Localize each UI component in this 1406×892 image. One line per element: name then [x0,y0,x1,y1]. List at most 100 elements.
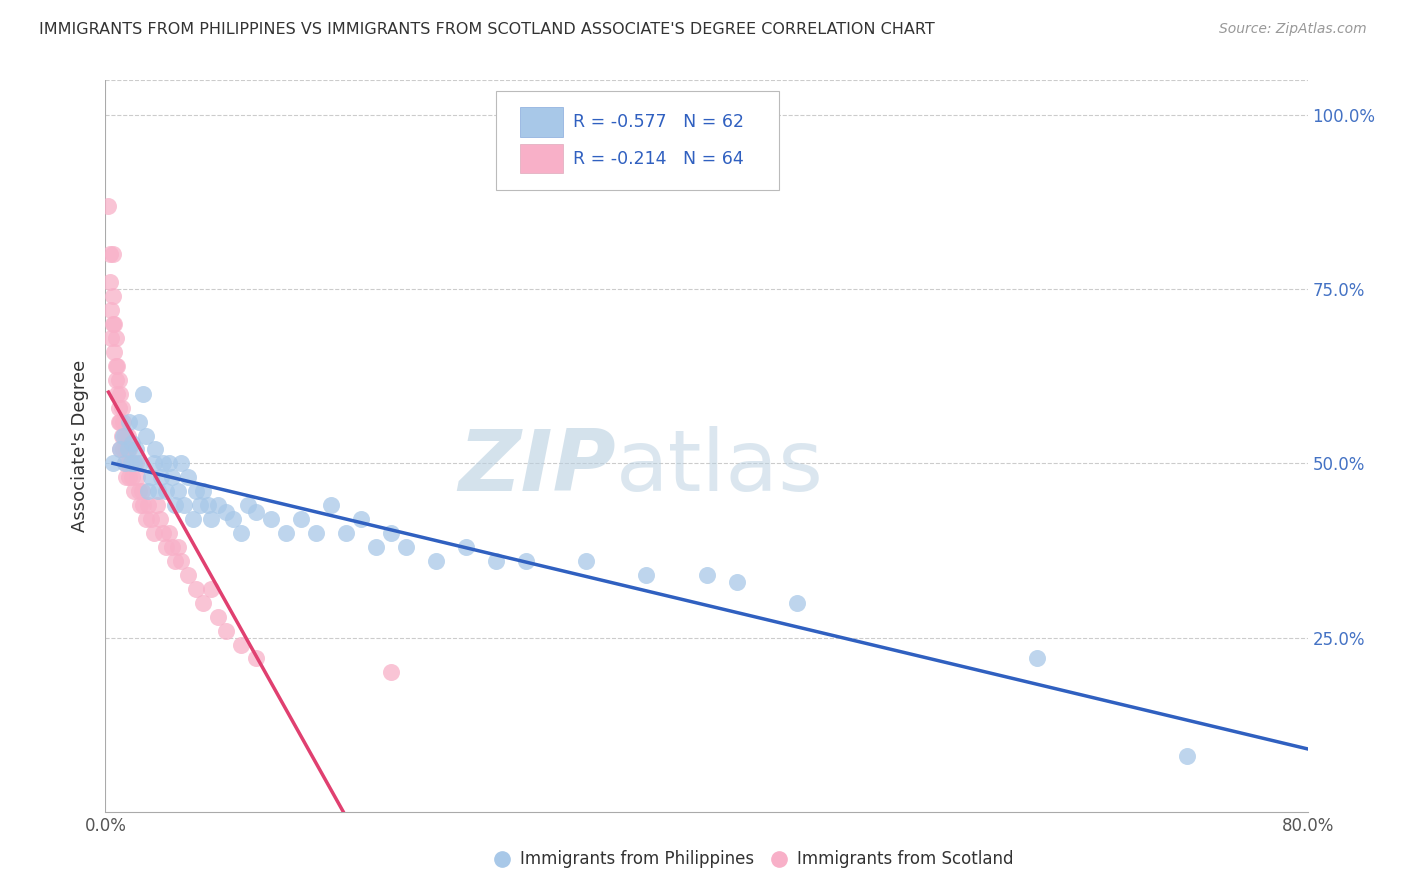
Point [107,386,129,401]
Point [145,498,167,512]
Text: IMMIGRANTS FROM PHILIPPINES VS IMMIGRANTS FROM SCOTLAND ASSOCIATE'S DEGREE CORRE: IMMIGRANTS FROM PHILIPPINES VS IMMIGRANT… [39,22,935,37]
Point [148,512,170,526]
Point [110,415,132,429]
Point [166,540,188,554]
Point [274,526,297,541]
Point [108,415,131,429]
Point [229,526,252,541]
Point [104,373,127,387]
Point [305,526,328,541]
Point [152,526,174,541]
Point [98,275,121,289]
Point [350,512,373,526]
Point [112,442,135,457]
Point [135,512,157,526]
Point [485,554,508,568]
Point [184,484,207,499]
Point [111,401,134,415]
Point [515,554,537,568]
Text: atlas: atlas [616,426,824,509]
Point [395,540,418,554]
Point [101,289,124,303]
Point [100,303,122,318]
Point [122,484,145,499]
Point [380,526,402,541]
Y-axis label: Associate's Degree: Associate's Degree [72,359,90,533]
Point [260,512,283,526]
Point [166,484,188,499]
Point [128,484,150,499]
Point [112,415,135,429]
Point [157,457,180,471]
Point [110,386,132,401]
Point [139,470,162,484]
Point [229,638,252,652]
Point [97,199,120,213]
Point [238,498,260,512]
Point [112,428,135,442]
Point [214,505,236,519]
Point [125,470,148,484]
Point [290,512,312,526]
Point [117,428,139,442]
Point [143,442,166,457]
Point [108,401,131,415]
Point [128,415,150,429]
Point [122,457,145,471]
Point [103,345,125,359]
Point [181,512,204,526]
Point [142,457,165,471]
Point [155,484,177,499]
Point [121,470,143,484]
Point [136,484,159,499]
Point [117,457,139,471]
Point [207,498,229,512]
Point [152,457,174,471]
Point [696,567,718,582]
Point [207,609,229,624]
Point [124,457,146,471]
Point [184,582,207,596]
Point [636,567,658,582]
Text: R = -0.214   N = 64: R = -0.214 N = 64 [574,150,744,168]
FancyBboxPatch shape [520,144,564,173]
Point [108,373,131,387]
Point [200,512,222,526]
Point [120,457,142,471]
Point [155,540,177,554]
Point [454,540,477,554]
Point [214,624,236,638]
Point [114,428,136,442]
Point [245,651,267,665]
Point [111,428,134,442]
Point [124,442,146,457]
Point [173,498,195,512]
Point [725,574,748,589]
Point [169,554,191,568]
Point [139,512,162,526]
Point [177,567,200,582]
Point [160,470,183,484]
Point [121,435,143,450]
Text: Source: ZipAtlas.com: Source: ZipAtlas.com [1219,22,1367,37]
Point [1175,749,1198,764]
Point [132,498,155,512]
Point [245,505,267,519]
Point [114,457,136,471]
Point [115,442,138,457]
Point [319,498,342,512]
Point [191,596,214,610]
Point [98,247,121,261]
Point [100,331,122,345]
Point [142,526,165,541]
Point [1026,651,1049,665]
Text: R = -0.577   N = 62: R = -0.577 N = 62 [574,113,744,131]
Point [120,457,142,471]
Point [575,554,598,568]
Point [107,359,129,373]
Point [188,498,211,512]
Point [425,554,447,568]
Point [222,512,245,526]
Point [101,317,124,331]
Text: Immigrants from Philippines: Immigrants from Philippines [520,850,754,868]
